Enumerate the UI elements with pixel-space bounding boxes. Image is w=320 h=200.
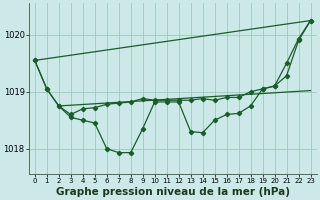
X-axis label: Graphe pression niveau de la mer (hPa): Graphe pression niveau de la mer (hPa) <box>56 187 290 197</box>
